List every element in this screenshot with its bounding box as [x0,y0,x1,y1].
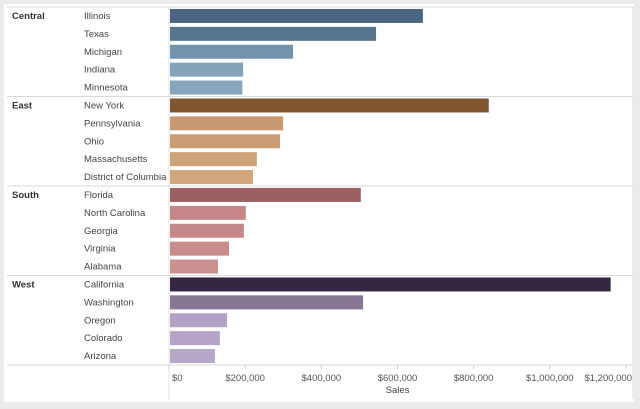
bar-arizona [170,349,215,364]
state-label: District of Columbia [84,172,167,183]
state-label: Florida [84,190,114,201]
state-label: Pennsylvania [84,118,141,129]
state-label: North Carolina [84,208,146,219]
state-label: Georgia [84,226,119,237]
bar-california [170,277,611,292]
state-label: Massachusetts [84,154,148,165]
state-label: New York [84,101,124,112]
chart-panel: Central Illinois Texas Michigan Indiana Minne… [4,4,634,402]
x-tick-label: $1,200,000 [584,373,632,384]
bar-washington [170,295,364,310]
region-label-west: West [12,280,35,291]
region-label-east: East [12,101,33,112]
sales-bar-chart: Central Illinois Texas Michigan Indiana Minne… [7,6,634,399]
x-tick-label: $0 [172,373,183,384]
state-label: Texas [84,29,109,40]
bar-illinois [170,8,423,23]
state-label: Virginia [84,244,116,255]
bar-georgia [170,223,244,238]
bar-pennsylvania [170,116,284,131]
x-tick-label: $600,000 [378,373,418,384]
bar-colorado [170,331,220,346]
x-tick-label: $400,000 [302,373,342,384]
region-label-central: Central [12,11,45,22]
bar-indiana [170,62,244,77]
x-tick-label: $800,000 [454,373,494,384]
state-label: California [84,280,125,291]
bar-north-carolina [170,205,246,220]
bar-ohio [170,134,281,149]
bar-michigan [170,44,294,59]
state-label: Colorado [84,333,123,344]
state-label: Washington [84,297,134,308]
x-tick-label: $200,000 [225,373,265,384]
state-label: Oregon [84,315,116,326]
bar-florida [170,187,361,202]
state-label: Ohio [84,136,104,147]
bar-massachusetts [170,152,257,167]
bar-minnesota [170,80,243,95]
bar-texas [170,26,377,41]
x-axis-title: Sales [386,385,410,396]
state-label: Michigan [84,47,122,58]
state-label: Indiana [84,65,116,76]
region-label-south: South [12,190,39,201]
bar-virginia [170,241,230,256]
state-label: Arizona [84,351,117,362]
state-label: Alabama [84,262,122,273]
state-label: Minnesota [84,83,129,94]
bar-district-of-columbia [170,170,254,185]
x-tick-label: $1,000,000 [526,373,574,384]
bar-oregon [170,313,228,328]
bar-new-york [170,98,489,113]
bar-alabama [170,259,218,274]
state-label: Illinois [84,11,111,22]
